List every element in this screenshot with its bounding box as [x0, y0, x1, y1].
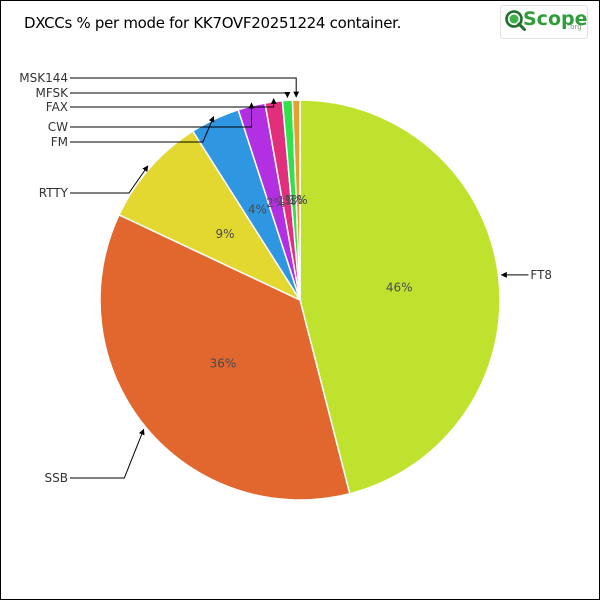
callout-line-msk144	[70, 77, 300, 98]
callout-label-mfsk: MFSK	[35, 86, 69, 100]
pie-slice-ft8[interactable]	[299, 99, 501, 495]
callout-label-msk144: MSK144	[19, 71, 68, 85]
callout-label-fm: FM	[51, 135, 68, 149]
pie-slice-rtty[interactable]	[118, 130, 303, 302]
chart-title: DXCCs % per mode for KK7OVF20251224 cont…	[24, 14, 402, 32]
callout-fax: FAX	[46, 98, 277, 114]
callout-line-mfsk	[70, 92, 291, 99]
callout-label-ft8: FT8	[530, 268, 552, 282]
logo-brand-text: Scope	[523, 8, 588, 30]
pie-percent-label-msk144: 1%	[289, 193, 308, 207]
pie-percent-label-fax: 1%	[277, 194, 296, 208]
callout-rtty: RTTY	[39, 165, 149, 200]
pie-slice-msk144[interactable]	[291, 99, 301, 301]
logo-suffix-text: .org	[568, 23, 582, 31]
pie-percent-label-cw: 2%	[266, 196, 285, 210]
qscope-logo[interactable]: Scope .org	[500, 5, 588, 39]
magnifier-q-icon	[505, 10, 526, 31]
callout-line-rtty	[70, 165, 149, 194]
callout-line-fm	[70, 115, 215, 143]
callout-label-fax: FAX	[46, 100, 68, 114]
pie-percent-labels: 46%36%9%4% 2%1%1%1%	[210, 193, 413, 371]
callout-ssb: SSB	[45, 428, 145, 485]
callout-label-rtty: RTTY	[39, 186, 69, 200]
callout-mfsk: MFSK	[35, 86, 291, 100]
pie-percent-label-fm: 4%	[248, 203, 267, 217]
callout-line-cw	[70, 102, 255, 128]
pie-percent-label-rtty: 9%	[215, 227, 234, 241]
callout-cw: CW	[48, 102, 255, 134]
callout-ft8: FT8	[500, 268, 552, 282]
pie-percent-label-mfsk: 1%	[284, 193, 303, 207]
pie-percent-label-ssb: 36%	[210, 357, 237, 371]
callout-line-ssb	[70, 428, 145, 479]
pie-slices	[99, 99, 501, 501]
callout-label-cw: CW	[48, 120, 68, 134]
pie-percent-label-ft8: 46%	[386, 281, 413, 295]
callout-label-ssb: SSB	[45, 471, 68, 485]
callout-fm: FM	[51, 115, 215, 149]
callout-msk144: MSK144	[19, 71, 300, 98]
callout-line-fax	[70, 98, 277, 108]
pie-slice-ssb[interactable]	[99, 213, 351, 501]
